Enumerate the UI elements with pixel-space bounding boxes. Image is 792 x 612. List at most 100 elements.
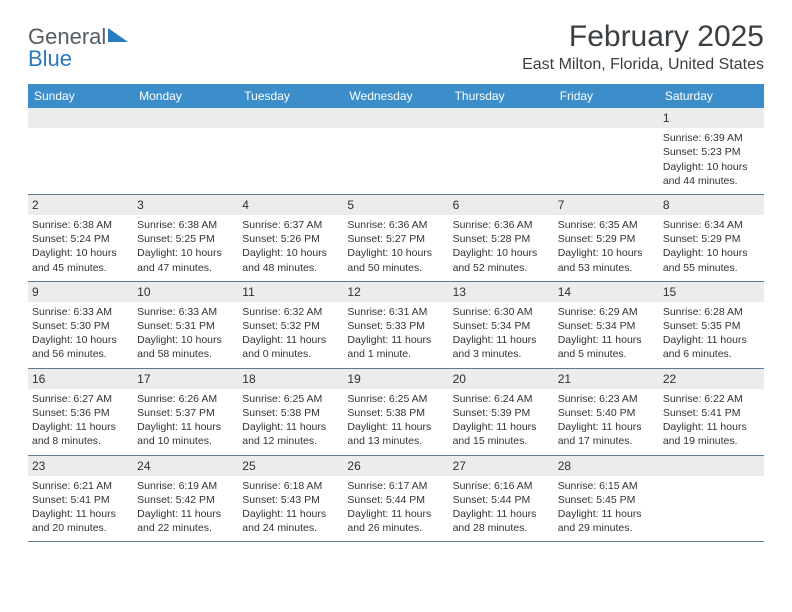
sunset-text: Sunset: 5:44 PM [347, 493, 444, 507]
sunset-text: Sunset: 5:24 PM [32, 232, 129, 246]
day-number: 6 [449, 195, 554, 215]
day-cell [28, 108, 133, 194]
day-cell: 17Sunrise: 6:26 AMSunset: 5:37 PMDayligh… [133, 369, 238, 455]
week-row: 1Sunrise: 6:39 AMSunset: 5:23 PMDaylight… [28, 108, 764, 195]
sunset-text: Sunset: 5:29 PM [663, 232, 760, 246]
daylight-text: Daylight: 11 hours and 12 minutes. [242, 420, 339, 448]
sunrise-text: Sunrise: 6:29 AM [558, 305, 655, 319]
day-cell: 10Sunrise: 6:33 AMSunset: 5:31 PMDayligh… [133, 282, 238, 368]
day-cell: 27 Sunrise: 6:16 AMSunset: 5:44 PMDayligh… [449, 456, 554, 542]
day-cell: 6Sunrise: 6:36 AMSunset: 5:28 PMDaylight… [449, 195, 554, 281]
sunset-text: Sunset: 5:38 PM [242, 406, 339, 420]
day-number: 12 [343, 282, 448, 302]
sunset-text: Sunset: 5:30 PM [32, 319, 129, 333]
day-cell: 22 Sunrise: 6:22 AMSunset: 5:41 PMDayligh… [659, 369, 764, 455]
sunrise-text: Sunrise: 6:23 AM [558, 392, 655, 406]
day-number: 17 [133, 369, 238, 389]
sunrise-text: Sunrise: 6:16 AM [453, 479, 550, 493]
daylight-text: Daylight: 11 hours and 1 minute. [347, 333, 444, 361]
weekday-label: Saturday [659, 84, 764, 108]
sunrise-text: Sunrise: 6:19 AM [137, 479, 234, 493]
day-cell [133, 108, 238, 194]
week-row: 2 Sunrise: 6:38 AMSunset: 5:24 PM Daylight… [28, 195, 764, 282]
day-cell [659, 456, 764, 542]
daylight-text: Daylight: 10 hours and 55 minutes. [663, 246, 760, 274]
weekday-label: Thursday [449, 84, 554, 108]
sunset-text: Sunset: 5:40 PM [558, 406, 655, 420]
daylight-text: Daylight: 10 hours and 50 minutes. [347, 246, 444, 274]
day-cell: 23Sunrise: 6:21 AMSunset: 5:41 PMDayligh… [28, 456, 133, 542]
day-cell: 5Sunrise: 6:36 AMSunset: 5:27 PMDaylight… [343, 195, 448, 281]
daylight-text: Daylight: 10 hours and 53 minutes. [558, 246, 655, 274]
day-number: 9 [28, 282, 133, 302]
daylight-text: Daylight: 11 hours and 26 minutes. [347, 507, 444, 535]
sunrise-text: Sunrise: 6:35 AM [558, 218, 655, 232]
sunset-text: Sunset: 5:41 PM [663, 406, 760, 420]
day-number: 18 [238, 369, 343, 389]
daylight-text: Daylight: 11 hours and 20 minutes. [32, 507, 129, 535]
sunset-text: Sunset: 5:44 PM [453, 493, 550, 507]
sunrise-text: Sunrise: 6:25 AM [347, 392, 444, 406]
sunset-text: Sunset: 5:35 PM [663, 319, 760, 333]
sunrise-text: Sunrise: 6:38 AM [32, 218, 129, 232]
daylight-text: Daylight: 11 hours and 24 minutes. [242, 507, 339, 535]
day-cell [238, 108, 343, 194]
day-number: 3 [133, 195, 238, 215]
sunrise-text: Sunrise: 6:30 AM [453, 305, 550, 319]
daylight-text: Daylight: 11 hours and 17 minutes. [558, 420, 655, 448]
weeks-container: 1Sunrise: 6:39 AMSunset: 5:23 PMDaylight… [28, 108, 764, 542]
calendar-page: General Blue February 2025 East Milton, … [0, 0, 792, 562]
day-cell: 3Sunrise: 6:38 AMSunset: 5:25 PMDaylight… [133, 195, 238, 281]
sunset-text: Sunset: 5:43 PM [242, 493, 339, 507]
day-number [554, 108, 659, 128]
daylight-text: Daylight: 10 hours and 52 minutes. [453, 246, 550, 274]
daylight-text: Daylight: 11 hours and 0 minutes. [242, 333, 339, 361]
daylight-text: Daylight: 11 hours and 15 minutes. [453, 420, 550, 448]
day-number: 22 [659, 369, 764, 389]
sunset-text: Sunset: 5:39 PM [453, 406, 550, 420]
logo: General Blue [28, 20, 128, 70]
day-cell [449, 108, 554, 194]
day-number: 2 [28, 195, 133, 215]
sunset-text: Sunset: 5:36 PM [32, 406, 129, 420]
sunset-text: Sunset: 5:23 PM [663, 145, 760, 159]
day-cell: 24 Sunrise: 6:19 AMSunset: 5:42 PMDayligh… [133, 456, 238, 542]
daylight-text: Daylight: 11 hours and 29 minutes. [558, 507, 655, 535]
sunrise-text: Sunrise: 6:25 AM [242, 392, 339, 406]
day-number: 24 [133, 456, 238, 476]
daylight-text: Daylight: 11 hours and 13 minutes. [347, 420, 444, 448]
sunset-text: Sunset: 5:33 PM [347, 319, 444, 333]
sunset-text: Sunset: 5:31 PM [137, 319, 234, 333]
sunrise-text: Sunrise: 6:33 AM [32, 305, 129, 319]
sunset-text: Sunset: 5:38 PM [347, 406, 444, 420]
sunrise-text: Sunrise: 6:34 AM [663, 218, 760, 232]
sunset-text: Sunset: 5:34 PM [558, 319, 655, 333]
weekday-label: Wednesday [343, 84, 448, 108]
day-number [28, 108, 133, 128]
daylight-text: Daylight: 10 hours and 48 minutes. [242, 246, 339, 274]
day-cell: 19Sunrise: 6:25 AMSunset: 5:38 PMDayligh… [343, 369, 448, 455]
daylight-text: Daylight: 11 hours and 19 minutes. [663, 420, 760, 448]
day-cell: 14Sunrise: 6:29 AMSunset: 5:34 PMDayligh… [554, 282, 659, 368]
day-number: 27 [449, 456, 554, 476]
sunrise-text: Sunrise: 6:15 AM [558, 479, 655, 493]
daylight-text: Daylight: 11 hours and 22 minutes. [137, 507, 234, 535]
sunset-text: Sunset: 5:32 PM [242, 319, 339, 333]
daylight-text: Daylight: 10 hours and 56 minutes. [32, 333, 129, 361]
sunrise-text: Sunrise: 6:32 AM [242, 305, 339, 319]
sunrise-text: Sunrise: 6:18 AM [242, 479, 339, 493]
sunrise-text: Sunrise: 6:36 AM [347, 218, 444, 232]
daylight-text: Daylight: 11 hours and 28 minutes. [453, 507, 550, 535]
day-number: 13 [449, 282, 554, 302]
daylight-text: Daylight: 11 hours and 6 minutes. [663, 333, 760, 361]
day-cell: 1Sunrise: 6:39 AMSunset: 5:23 PMDaylight… [659, 108, 764, 194]
week-row: 23Sunrise: 6:21 AMSunset: 5:41 PMDayligh… [28, 456, 764, 543]
sunset-text: Sunset: 5:42 PM [137, 493, 234, 507]
day-cell: 11Sunrise: 6:32 AMSunset: 5:32 PMDayligh… [238, 282, 343, 368]
daylight-text: Daylight: 10 hours and 44 minutes. [663, 160, 760, 188]
sunrise-text: Sunrise: 6:22 AM [663, 392, 760, 406]
day-number [343, 108, 448, 128]
sunrise-text: Sunrise: 6:28 AM [663, 305, 760, 319]
sunset-text: Sunset: 5:27 PM [347, 232, 444, 246]
daylight-text: Daylight: 11 hours and 5 minutes. [558, 333, 655, 361]
